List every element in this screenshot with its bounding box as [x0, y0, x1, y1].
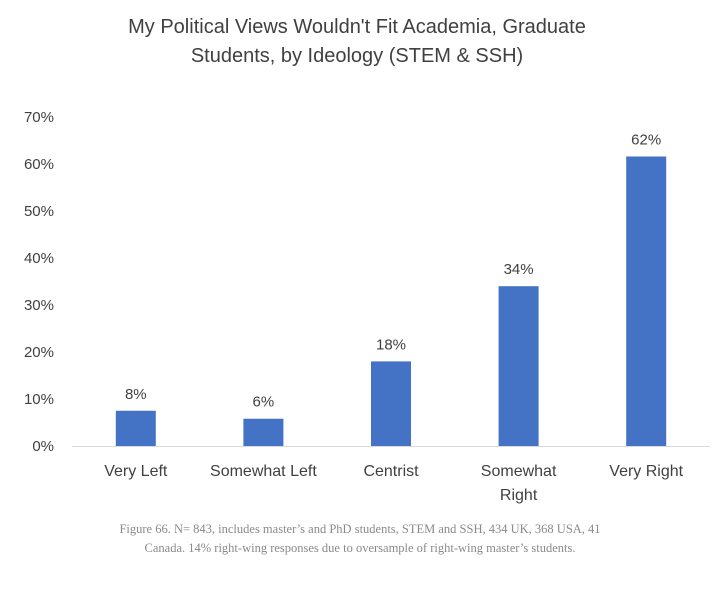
y-tick-label: 60% — [24, 156, 54, 173]
chart-title-line: My Political Views Wouldn't Fit Academia… — [128, 16, 586, 38]
x-category-label: Somewhat — [481, 463, 557, 480]
data-label: 18% — [376, 336, 406, 353]
data-labels: 8% 6% 18% 34% 62% — [125, 131, 661, 410]
bar — [498, 286, 539, 446]
x-category-label: Very Left — [104, 463, 168, 480]
data-label: 6% — [253, 394, 275, 411]
bar — [115, 410, 156, 446]
bar — [243, 418, 284, 446]
data-label: 34% — [504, 261, 534, 278]
x-category-label: Very Right — [609, 463, 683, 480]
x-axis-categories: Very Left Somewhat Left Centrist Somewhat Ri… — [104, 463, 683, 504]
bar — [371, 361, 411, 446]
bars — [115, 156, 667, 447]
y-tick-label: 0% — [32, 438, 54, 455]
y-tick-label: 40% — [24, 250, 54, 267]
y-axis: 0% 10% 20% 30% 40% 50% 60% 70% — [24, 109, 54, 455]
chart-title-line: Students, by Ideology (STEM & SSH) — [191, 45, 523, 67]
data-label: 62% — [631, 131, 661, 148]
y-tick-label: 70% — [24, 109, 54, 126]
x-category-label: Somewhat Left — [210, 463, 317, 480]
y-tick-label: 50% — [24, 203, 54, 220]
bar — [626, 156, 667, 447]
x-category-label: Right — [500, 487, 538, 504]
y-tick-label: 10% — [24, 391, 54, 408]
chart-title: My Political Views Wouldn't Fit Academia… — [128, 16, 586, 67]
figure-caption: Figure 66. N= 843, includes master’s and… — [119, 522, 601, 555]
data-label: 8% — [125, 386, 147, 403]
y-tick-label: 30% — [24, 297, 54, 314]
y-tick-label: 20% — [24, 344, 54, 361]
x-category-label: Centrist — [363, 463, 419, 480]
